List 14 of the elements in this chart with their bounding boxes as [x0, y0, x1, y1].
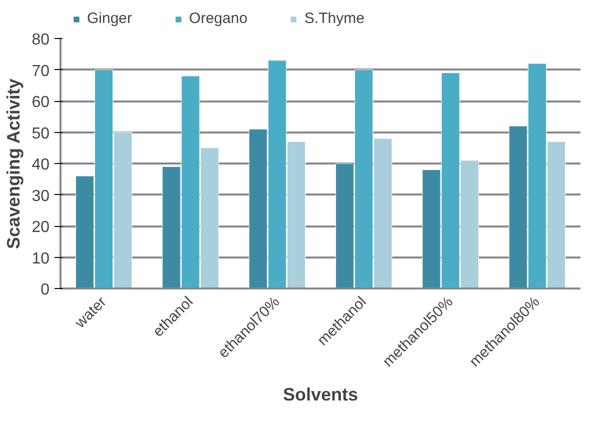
y-tick-label: 10 [32, 250, 50, 268]
y-tick-label: 40 [32, 156, 50, 174]
y-tick-label: 30 [32, 188, 50, 205]
y-tick-label: 60 [32, 94, 50, 111]
y-axis-title: Scavenging Activity [4, 78, 24, 250]
x-axis-title: Solvents [282, 384, 358, 404]
y-tick-label: 80 [32, 32, 50, 48]
y-tick-label: 20 [32, 219, 50, 236]
legend-label: S.Thyme [304, 10, 364, 27]
legend-label: Oregano [189, 10, 248, 27]
y-tick-label: 70 [32, 62, 50, 80]
legend-label: Ginger [87, 10, 132, 27]
y-tick-label: 50 [32, 125, 50, 142]
y-tick-label: 0 [40, 282, 50, 298]
